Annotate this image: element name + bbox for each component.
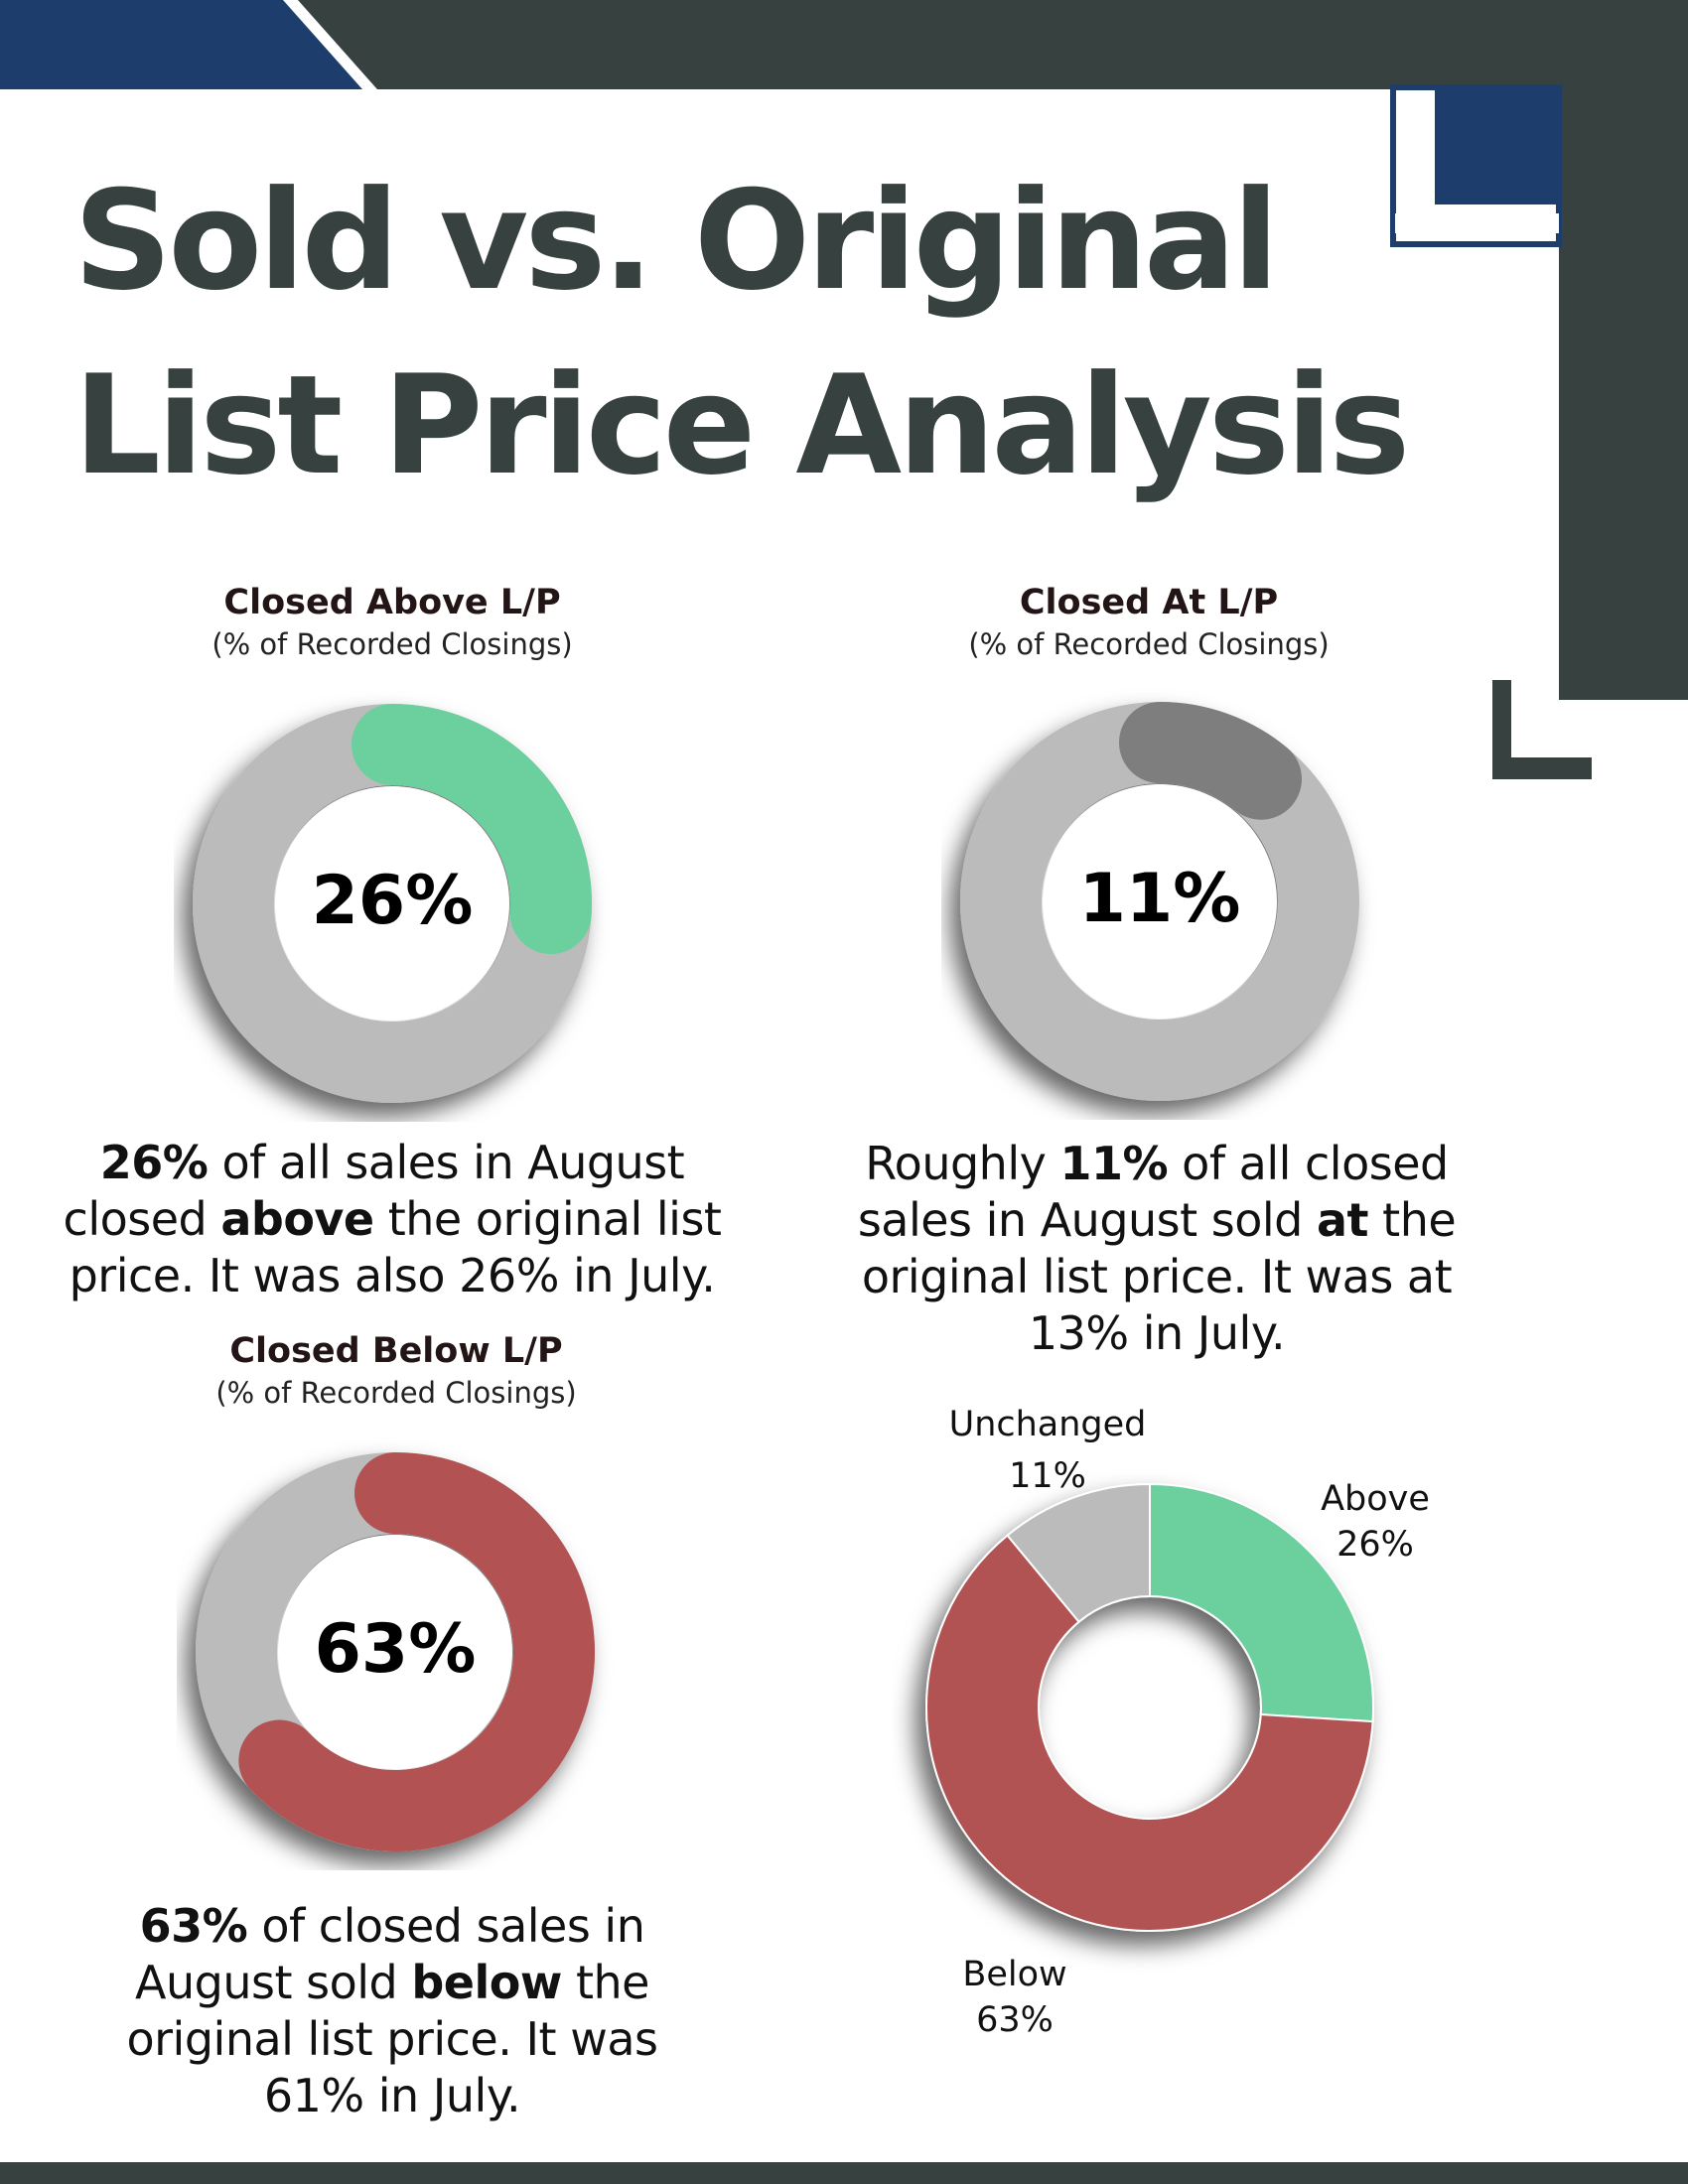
above-percent: 26% [311, 862, 474, 940]
corner-blue-block [1435, 87, 1559, 205]
top-left-blue-banner [0, 0, 362, 89]
at-header: Closed At L/P (% of Recorded Closings) [871, 581, 1427, 664]
bottom-dark-bar [0, 2162, 1688, 2184]
summary-label-above-value: 26% [1336, 1525, 1414, 1565]
title-line-1: Sold vs. Original [73, 161, 1279, 321]
summary-pie-group [925, 1482, 1374, 1932]
above-heading: Closed Above L/P [223, 583, 561, 622]
below-desc-part-4: the original list price. It was 61% in J… [126, 1956, 658, 2122]
summary-label-below-name: Below [962, 1955, 1067, 1994]
summary-label-above: Above 26% [1296, 1476, 1455, 1568]
summary-label-unchanged-value: 11% [1009, 1456, 1086, 1496]
summary-label-above-name: Above [1321, 1479, 1430, 1519]
donut-hole [278, 1535, 512, 1769]
above-donut [193, 704, 592, 1103]
summary-slice-above [1149, 1482, 1374, 1723]
below-percent: 63% [314, 1610, 477, 1689]
donut-hole [275, 786, 509, 1021]
at-desc-part-4: at [1317, 1193, 1369, 1247]
below-header: Closed Below L/P (% of Recorded Closings… [118, 1329, 674, 1413]
above-header: Closed Above L/P (% of Recorded Closings… [114, 581, 670, 664]
at-heading: Closed At L/P [1019, 583, 1279, 622]
title-line-2: List Price Analysis [73, 345, 1410, 505]
below-heading: Closed Below L/P [229, 1331, 563, 1371]
donut-segment-below [238, 1452, 595, 1851]
below-description: 63% of closed sales in August sold below… [104, 1898, 680, 2124]
above-desc-part-1: 26% [99, 1136, 209, 1189]
at-desc-part-5: the original list price. It was at 13% i… [861, 1193, 1457, 1360]
page-title: Sold vs. Original List Price Analysis [73, 149, 1410, 518]
below-desc-part-2: of closed sales in August sold [135, 1899, 645, 2009]
below-desc-part-1: 63% [139, 1899, 248, 1953]
right-dark-bar [1559, 84, 1688, 700]
above-desc-part-2: of all sales in August closed [63, 1136, 685, 1246]
summary-pie [925, 1482, 1374, 1932]
at-description: Roughly 11% of all closed sales in Augus… [834, 1136, 1479, 1362]
summary-label-unchanged: Unchanged 11% [918, 1402, 1177, 1499]
at-desc-part-2: 11% [1059, 1137, 1169, 1190]
above-subheading: (% of Recorded Closings) [211, 627, 573, 661]
below-subheading: (% of Recorded Closings) [215, 1376, 577, 1410]
summary-slice-below [925, 1534, 1374, 1932]
top-dark-banner [298, 0, 1688, 89]
donut-segment-at [1119, 702, 1302, 820]
donut-hole [1043, 784, 1277, 1019]
at-donut [960, 702, 1359, 1101]
below-desc-part-3: below [411, 1956, 562, 2009]
summary-label-below: Below 63% [935, 1952, 1094, 2043]
above-desc-part-3: above [220, 1192, 374, 1246]
summary-label-unchanged-name: Unchanged [948, 1405, 1147, 1444]
donut-segment-above [352, 704, 592, 955]
corner-l-mark [1492, 680, 1592, 779]
at-subheading: (% of Recorded Closings) [968, 627, 1330, 661]
at-desc-part-3: of all closed sales in August sold [857, 1137, 1449, 1247]
above-description: 26% of all sales in August closed above … [60, 1135, 725, 1304]
below-donut [196, 1452, 595, 1851]
at-percent: 11% [1078, 860, 1241, 938]
summary-label-below-value: 63% [976, 2000, 1054, 2040]
at-desc-part-1: Roughly [865, 1137, 1060, 1190]
corner-white-gap [1395, 213, 1559, 233]
above-desc-part-4: the original list price. It was also 26%… [69, 1192, 722, 1302]
summary-slice-unchanged [1006, 1482, 1151, 1624]
